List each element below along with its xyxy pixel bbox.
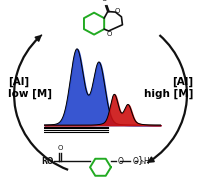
- Text: [Al]
high [M]: [Al] high [M]: [143, 76, 192, 99]
- Text: n: n: [140, 160, 144, 165]
- Text: O: O: [132, 156, 138, 166]
- Text: O: O: [117, 156, 123, 166]
- Text: O: O: [114, 8, 120, 14]
- Text: [Al]
low [M]: [Al] low [M]: [8, 76, 52, 99]
- Text: H: H: [142, 156, 148, 166]
- Text: O: O: [106, 31, 112, 37]
- Text: RO: RO: [41, 156, 53, 166]
- Text: $\}$: $\}$: [137, 155, 143, 167]
- Text: O: O: [57, 145, 62, 151]
- Text: O: O: [102, 0, 107, 2]
